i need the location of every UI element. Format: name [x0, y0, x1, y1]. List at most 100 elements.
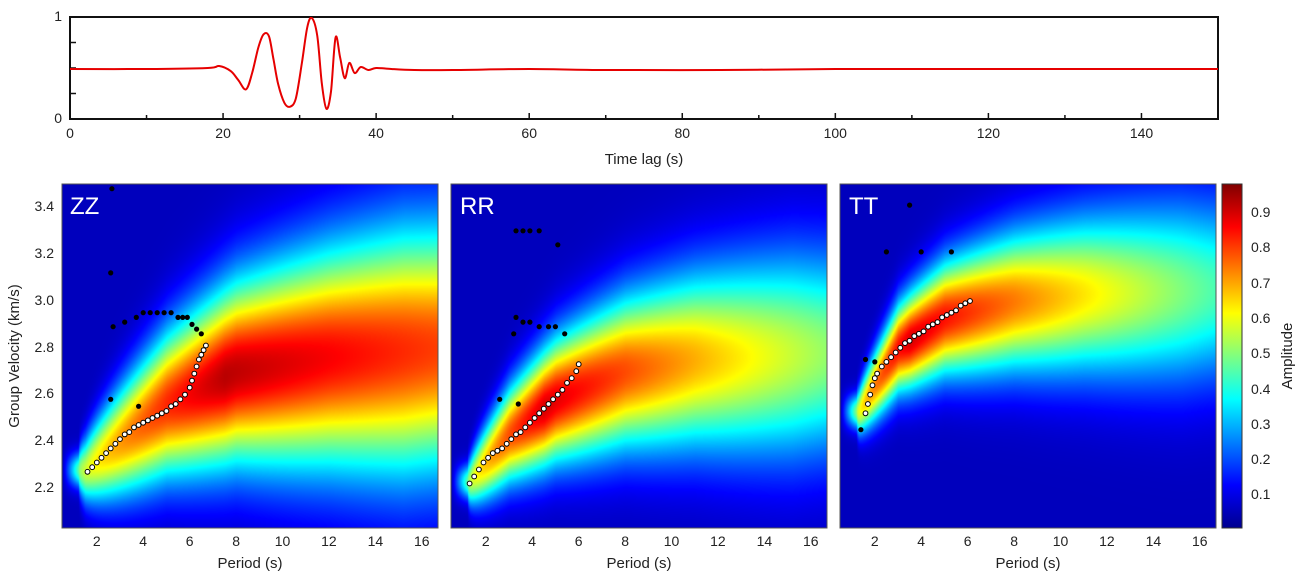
period-x-axis-rr: 2 4 6 8 10 12 14 16 Period (s): [482, 533, 819, 572]
colorbar-tick-0.7: 0.7: [1251, 275, 1271, 291]
x-tick-6: 6: [186, 533, 194, 549]
dispersion-curve-point: [200, 347, 207, 354]
colorbar-label: Amplitude: [1279, 323, 1296, 390]
dispersion-curve-point: [911, 333, 918, 340]
dispersion-curve-point: [545, 401, 552, 407]
dispersion-curve-point: [522, 424, 529, 431]
waveform-x-tick-80: 80: [675, 125, 691, 141]
dispersion-curve-point: [943, 312, 950, 318]
dispersion-curve-point: [575, 361, 582, 368]
dispersion-curve-point: [929, 321, 936, 328]
dispersion-curve-point: [934, 319, 941, 326]
black-pick-point: [194, 326, 200, 332]
dispersion-curve-point: [897, 344, 904, 351]
dispersion-curve-point: [168, 403, 175, 410]
colorbar-tick-0.4: 0.4: [1251, 381, 1271, 397]
dispersion-curve-point: [121, 431, 128, 438]
dispersion-curve-point: [967, 298, 973, 304]
black-pick-point: [552, 324, 559, 330]
black-pick-point: [175, 314, 181, 320]
dispersion-curve-point: [902, 340, 908, 347]
y-tick-2.6: 2.6: [35, 385, 55, 401]
x-tick-8: 8: [1010, 533, 1018, 549]
dispersion-curve-point: [536, 410, 543, 417]
black-pick-point: [536, 228, 542, 234]
panel-label-zz: ZZ: [70, 193, 99, 220]
dispersion-curve-point: [916, 330, 922, 337]
x-tick-10: 10: [1053, 533, 1069, 549]
dispersion-curve-point: [103, 450, 109, 457]
dispersion-curve-point: [485, 454, 492, 461]
dispersion-curve-point: [471, 473, 478, 480]
x-tick-6: 6: [964, 533, 972, 549]
black-pick-point: [133, 314, 139, 320]
dispersion-curve-point: [117, 436, 123, 443]
dispersion-curve-point: [499, 445, 506, 452]
black-pick-point: [520, 319, 526, 325]
x-axis-label-zz: Period (s): [217, 555, 282, 572]
dispersion-curve-point: [939, 314, 945, 321]
x-tick-12: 12: [1099, 533, 1115, 549]
period-x-axis-zz: 2 4 6 8 10 12 14 16 Period (s): [93, 533, 430, 572]
picked-points-tt: [858, 202, 973, 433]
dispersion-curve-point: [107, 445, 114, 452]
y-tick-2.4: 2.4: [35, 432, 55, 448]
amplitude-colorbar: 0.1 0.2 0.3 0.4 0.5 0.6 0.7 0.8 0.9 Ampl…: [1221, 183, 1296, 529]
black-pick-point: [515, 401, 521, 407]
black-pick-point: [907, 202, 913, 208]
dispersion-curve-point: [158, 410, 165, 417]
period-x-axis-tt: 2 4 6 8 10 12 14 16 Period (s): [871, 533, 1208, 572]
dispersion-curve-point: [149, 415, 156, 421]
x-tick-14: 14: [757, 533, 773, 549]
dispersion-curve-point: [517, 429, 524, 436]
black-pick-point: [161, 310, 167, 316]
dispersion-curve-point: [531, 415, 538, 421]
black-pick-point: [545, 324, 552, 330]
dispersion-curve-point: [93, 459, 100, 466]
black-pick-point: [108, 396, 114, 402]
x-axis-label-rr: Period (s): [606, 555, 671, 572]
dispersion-curve-point: [135, 422, 142, 428]
x-tick-6: 6: [575, 533, 583, 549]
dispersion-curve-point: [186, 384, 193, 391]
waveform-x-tick-60: 60: [521, 125, 537, 141]
spectrogram-heatmap-rr: [451, 184, 827, 528]
dispersion-curve-point: [84, 468, 91, 475]
dispersion-curve-point: [89, 464, 96, 471]
waveform-x-tick-140: 140: [1130, 125, 1154, 141]
dispersion-curve-point: [948, 309, 955, 316]
waveform-x-tick-0: 0: [66, 125, 74, 141]
waveform-ticks: [69, 16, 1219, 120]
y-tick-2.2: 2.2: [35, 479, 55, 495]
black-pick-point: [918, 249, 924, 255]
dispersion-curve-point: [508, 436, 515, 443]
dispersion-curve-point: [191, 370, 198, 377]
black-pick-point: [147, 310, 153, 316]
colorbar-tick-0.8: 0.8: [1251, 239, 1271, 255]
dispersion-curve-point: [564, 380, 570, 386]
waveform-x-axis-label: Time lag (s): [605, 151, 684, 168]
black-pick-point: [184, 314, 190, 320]
x-axis-label-tt: Period (s): [995, 555, 1060, 572]
waveform-x-tick-120: 120: [977, 125, 1001, 141]
x-tick-10: 10: [275, 533, 291, 549]
x-tick-12: 12: [321, 533, 337, 549]
black-pick-point: [180, 314, 186, 320]
black-pick-point: [872, 359, 878, 365]
black-pick-point: [527, 228, 533, 234]
picked-points-rr: [466, 228, 582, 487]
spectrogram-panel-zz: ZZ: [61, 183, 439, 529]
colorbar-tick-0.5: 0.5: [1251, 345, 1271, 361]
black-pick-point: [198, 331, 204, 337]
picked-points-zz: [84, 186, 209, 475]
dispersion-curve-point: [925, 323, 932, 330]
dispersion-curve-point: [862, 410, 869, 417]
x-tick-10: 10: [664, 533, 680, 549]
black-pick-point: [136, 403, 142, 409]
x-tick-8: 8: [232, 533, 240, 549]
dispersion-curve-point: [489, 450, 496, 457]
y-tick-3.2: 3.2: [35, 245, 55, 261]
y-tick-2.8: 2.8: [35, 339, 55, 355]
x-tick-16: 16: [803, 533, 819, 549]
dispersion-curve-point: [527, 419, 533, 426]
